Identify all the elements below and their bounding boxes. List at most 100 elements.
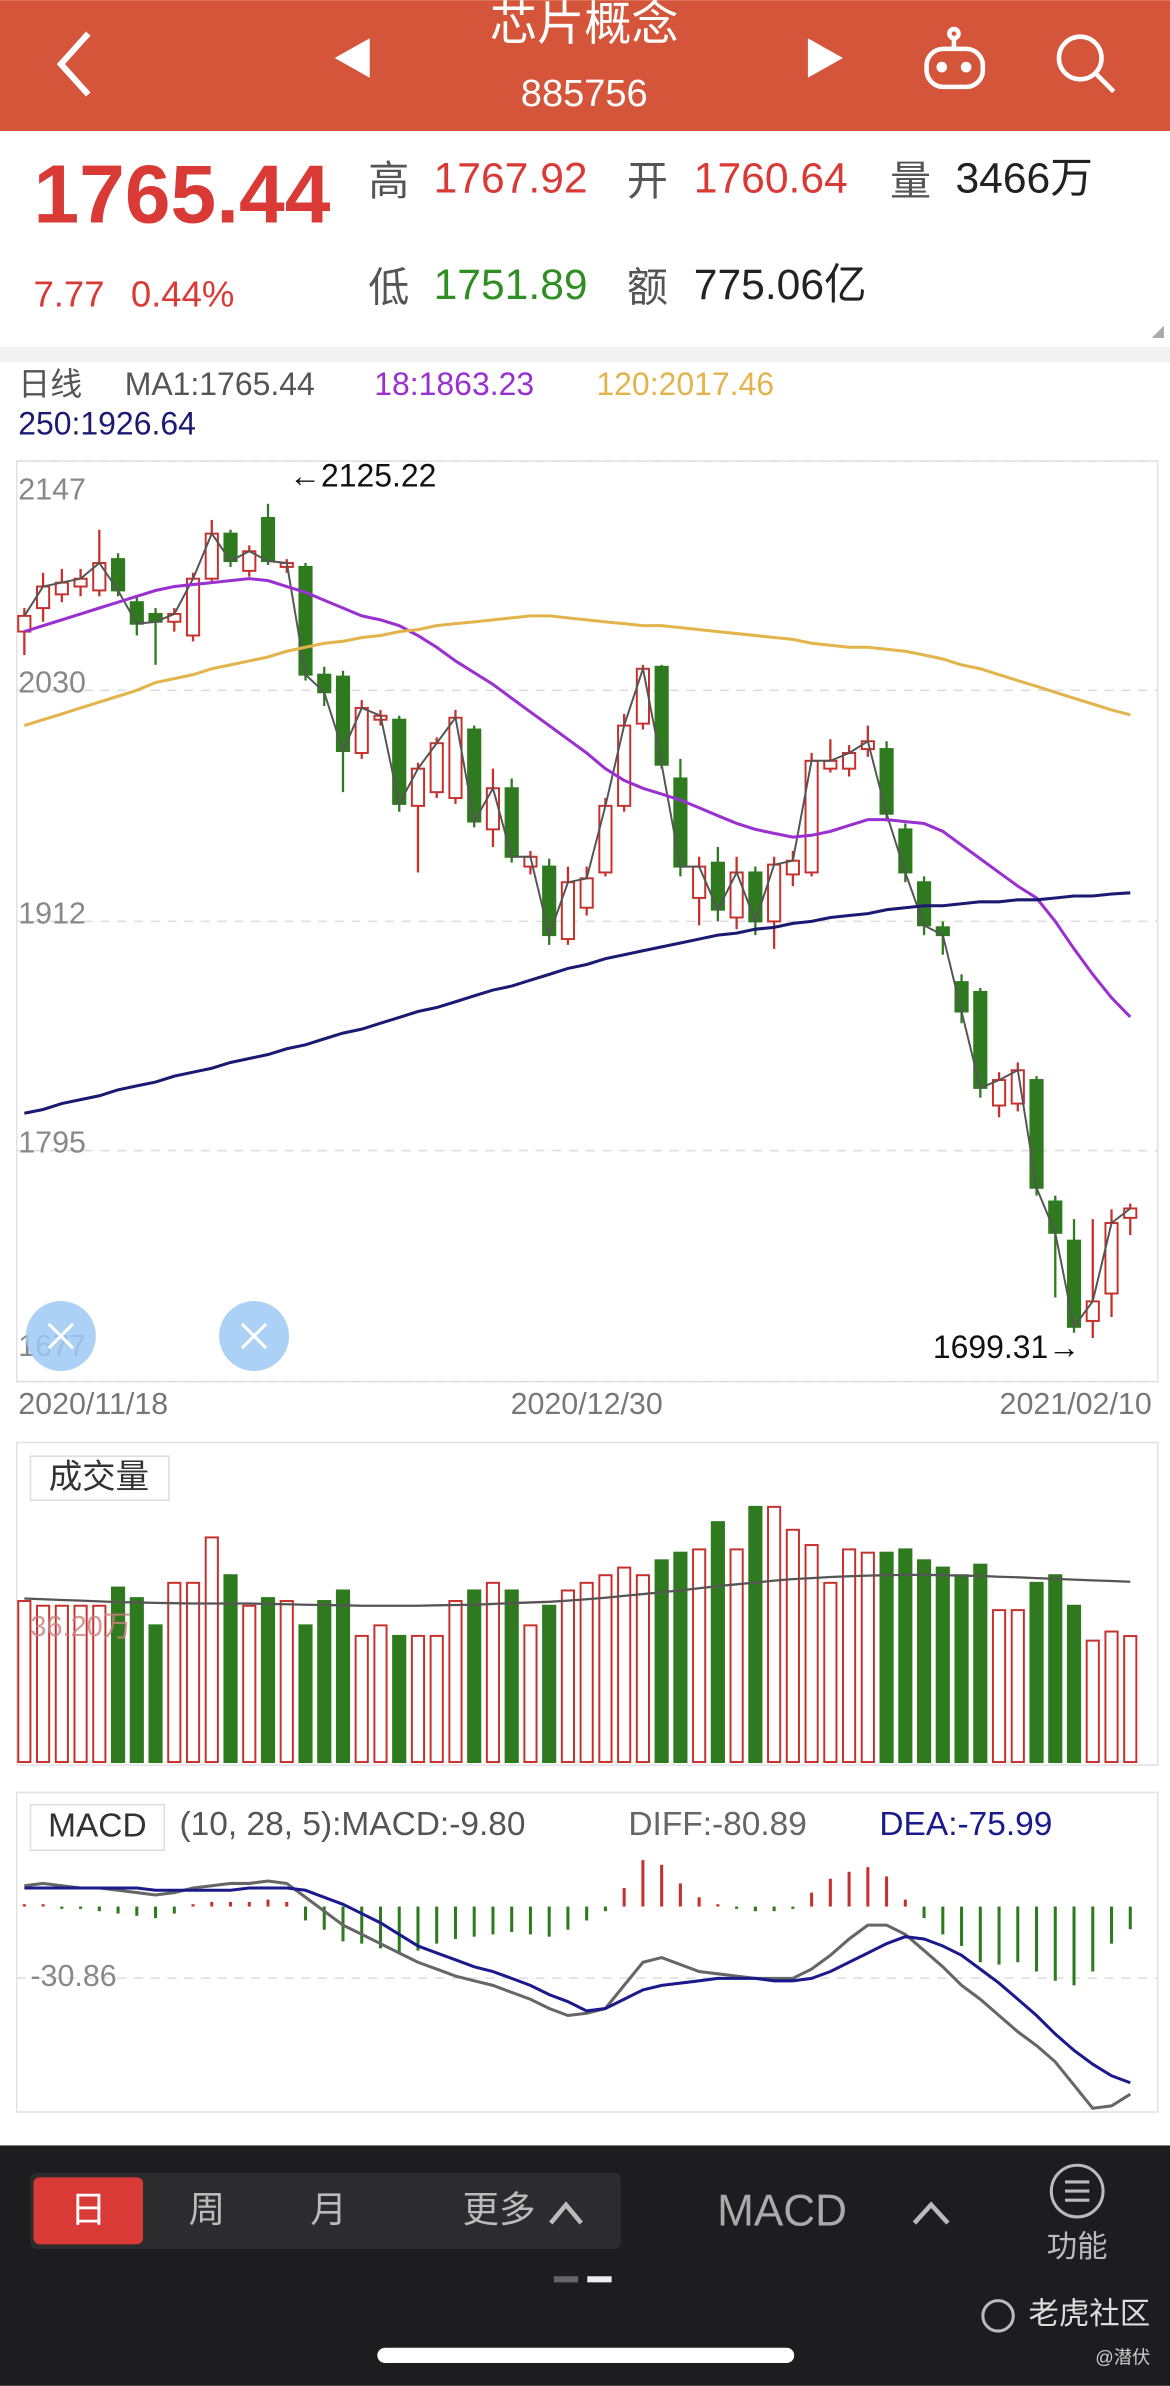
- volume-bar: [410, 1634, 426, 1764]
- legend-item: 250:1926.64: [18, 406, 196, 442]
- volume-axis-label: 36.20万: [30, 1611, 131, 1643]
- legend-period: 日线: [18, 366, 82, 402]
- next-button[interactable]: [807, 38, 843, 78]
- volume-bar: [560, 1589, 576, 1764]
- candle-body: [579, 877, 594, 909]
- separator: [0, 347, 1170, 363]
- volume-bar: [260, 1597, 276, 1764]
- stat-value: 3466万: [955, 154, 1092, 202]
- macd-title: MACD: [48, 1807, 147, 1844]
- volume-bar: [317, 1600, 332, 1764]
- robot-icon[interactable]: [924, 26, 986, 90]
- function-icon[interactable]: [1049, 2163, 1105, 2219]
- macd-panel: [15, 1791, 1159, 2113]
- home-indicator: [377, 2347, 795, 2363]
- prev-button[interactable]: [334, 38, 370, 78]
- y-tick-label: 1912: [18, 896, 86, 930]
- stat-label: 量: [890, 158, 931, 204]
- volume-bar: [673, 1551, 688, 1764]
- header-title: 芯片概念: [490, 0, 679, 50]
- candle-body: [448, 716, 463, 800]
- volume-panel: [15, 1441, 1159, 1766]
- volume-bar: [860, 1551, 875, 1764]
- period-tab[interactable]: 周: [189, 2189, 226, 2230]
- indicator-chevron[interactable]: [912, 2201, 950, 2225]
- back-button[interactable]: [56, 31, 91, 97]
- volume-bar: [17, 1600, 32, 1764]
- candle-body: [1123, 1207, 1138, 1219]
- volume-bar: [1085, 1639, 1100, 1764]
- more-chevron[interactable]: [549, 2201, 583, 2225]
- period-tab-active[interactable]: [33, 2177, 144, 2245]
- page-dot-active: [587, 2276, 612, 2283]
- annotation: ←2125.22: [289, 457, 436, 493]
- volume-title-box: [29, 1455, 170, 1502]
- volume-bar: [635, 1574, 650, 1764]
- volume-bar: [916, 1559, 932, 1764]
- volume-bar: [710, 1521, 725, 1764]
- candle-body: [635, 667, 650, 725]
- macd-line: [24, 1886, 1131, 2085]
- chart-control-icon: [240, 1322, 268, 1350]
- volume-bar: [579, 1581, 594, 1764]
- volume-bar: [223, 1574, 238, 1764]
- candle-body: [129, 601, 144, 625]
- legend-item: 18:1863.23: [374, 366, 534, 402]
- indicator-selector[interactable]: MACD: [717, 2187, 847, 2236]
- volume-bar: [354, 1634, 369, 1764]
- macd-params: (10, 28, 5):MACD:-9.80: [180, 1806, 526, 1843]
- search-icon[interactable]: [1056, 34, 1116, 94]
- volume-bar: [429, 1634, 444, 1764]
- macd-line: [24, 1879, 1132, 2110]
- x-tick-label: 2020/11/18: [18, 1387, 168, 1421]
- stat-label: 额: [627, 265, 668, 311]
- volume-bar: [748, 1505, 763, 1764]
- period-tab[interactable]: 日: [70, 2189, 107, 2230]
- page-dot: [553, 2276, 579, 2283]
- volume-bar: [129, 1597, 144, 1764]
- expand-corner[interactable]: [1151, 325, 1164, 338]
- candle-body: [1048, 1200, 1063, 1234]
- volume-bar: [1123, 1635, 1138, 1764]
- candle-body: [673, 777, 688, 868]
- legend-item: DEA:-75.99: [879, 1806, 1052, 1843]
- candle-body: [1066, 1239, 1082, 1328]
- volume-bar: [485, 1581, 501, 1764]
- legend-item: 120:2017.46: [596, 366, 774, 402]
- legend-item: DIFF:-80.89: [628, 1806, 807, 1843]
- period-tab[interactable]: 月: [310, 2189, 347, 2230]
- volume-bar: [542, 1604, 557, 1764]
- close-line: [23, 531, 1131, 1330]
- volume-bar: [935, 1566, 950, 1764]
- volume-bar: [954, 1574, 969, 1764]
- candle-body: [692, 865, 707, 899]
- watermark: @潜伏: [1095, 2346, 1150, 2367]
- volume-bar: [1066, 1604, 1082, 1764]
- volume-ma-line: [24, 1573, 1131, 1607]
- volume-bar: [92, 1604, 107, 1764]
- function-label[interactable]: 功能: [1047, 2230, 1108, 2264]
- volume-bar: [767, 1505, 782, 1764]
- header-bar: [0, 0, 1170, 132]
- volume-bar: [373, 1624, 388, 1764]
- stat-value: 1767.92: [434, 154, 588, 202]
- candle-body: [298, 565, 313, 676]
- price-change-pct: 0.44%: [131, 274, 234, 315]
- candle-body: [223, 532, 238, 563]
- community-icon: [981, 2299, 1015, 2333]
- volume-bar: [504, 1589, 519, 1764]
- volume-bar: [692, 1548, 707, 1764]
- community-label: 老虎社区: [1029, 2297, 1151, 2331]
- volume-bar: [1104, 1630, 1119, 1764]
- stat-label: 开: [627, 158, 668, 204]
- candle-body: [410, 767, 426, 807]
- candle-body: [36, 585, 51, 610]
- period-tab[interactable]: 更多: [463, 2189, 536, 2230]
- volume-bar: [729, 1548, 744, 1764]
- volume-bar: [204, 1536, 219, 1764]
- legend-ma1: MA1:1765.44: [125, 366, 315, 402]
- volume-bar: [298, 1624, 313, 1764]
- candle-body: [392, 718, 407, 805]
- volume-bar: [167, 1581, 182, 1764]
